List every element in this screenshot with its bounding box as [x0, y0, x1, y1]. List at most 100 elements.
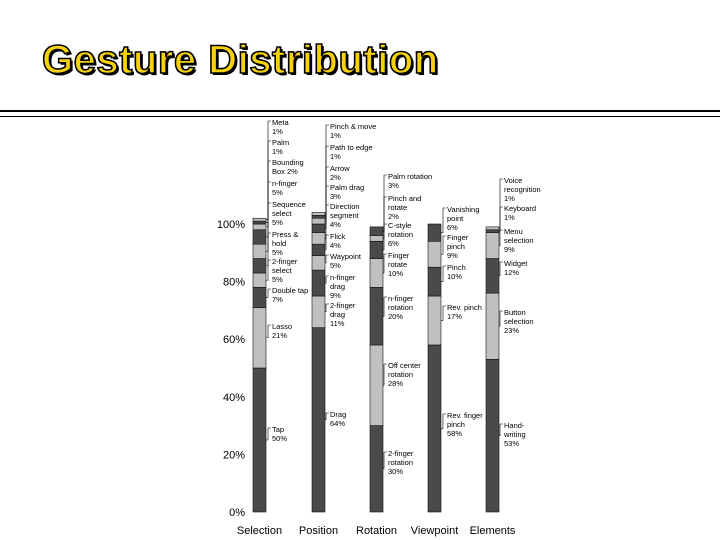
- leader-line-path-to-edge: [325, 145, 329, 218]
- bar-segment-selection-sequence-select: [252, 243, 267, 259]
- bar-segment-selection-double-tap: [252, 287, 267, 308]
- bar-segment-viewpoint-rev-finger-pinch: [427, 344, 442, 513]
- leader-line-n-finger-drag: [325, 275, 329, 284]
- bar-segment-viewpoint-pinch: [427, 266, 442, 297]
- annotation-waypoint: Waypoint 5%: [330, 252, 362, 270]
- bar-segment-rotation-off-center-rotation: [369, 344, 384, 426]
- bar-segment-rotation-finger-rotate: [369, 258, 384, 288]
- y-tick-label: 100%: [217, 219, 245, 231]
- leader-line-2-finger-select: [266, 259, 271, 281]
- bar-segment-selection-2-finger-select: [252, 272, 267, 288]
- bar-segment-elements-voice-recognition: [485, 226, 500, 231]
- annotation-2-finger-rotation: 2-finger rotation 30%: [388, 449, 414, 476]
- annotation-n-finger-drag: n-finger drag 9%: [330, 273, 356, 300]
- annotation-hand-writing: Hand-writing 53%: [503, 421, 526, 448]
- leader-line-sequence-select: [266, 202, 271, 252]
- annotation-2-finger-drag: 2-finger drag 11%: [330, 301, 356, 328]
- leader-line-vanishing-point: [441, 207, 446, 233]
- annotation-double-tap: Double tap 7%: [272, 286, 308, 304]
- x-tick-label-viewpoint: Viewpoint: [411, 525, 459, 537]
- leader-line-direction-segment: [325, 204, 329, 239]
- annotation-meta: Meta 1%: [272, 118, 290, 136]
- annotation-voice-recognition: Voice recognition 1%: [504, 176, 541, 203]
- leader-line-flick: [325, 234, 329, 251]
- annotation-n-finger: n-finger 5%: [272, 179, 298, 197]
- annotation-sequence-select: Sequence select 5%: [272, 200, 306, 227]
- annotation-pinch-move: Pinch & move 1%: [330, 122, 376, 140]
- annotation-off-center-rotation: Off center rotation 28%: [388, 361, 421, 388]
- title-rule: [0, 110, 720, 112]
- title-rule-thin: [0, 116, 720, 117]
- bar-segment-viewpoint-rev-pinch: [427, 295, 442, 346]
- bar-segment-rotation-c-style-rotation: [369, 240, 384, 259]
- x-tick-label-position: Position: [299, 525, 338, 537]
- annotation-arrow: Arrow 2%: [330, 164, 350, 182]
- bar-segment-elements-hand-writing: [485, 359, 500, 513]
- y-tick-label: 20%: [223, 449, 245, 461]
- bar-segment-elements-widget: [485, 258, 500, 294]
- bar-segment-position-waypoint: [311, 255, 326, 271]
- leader-line-press-hold: [266, 232, 271, 267]
- leader-line-lasso: [266, 324, 271, 339]
- annotation-widget: Widget 12%: [504, 259, 528, 277]
- x-tick-label-elements: Elements: [470, 525, 516, 537]
- leader-line-pinch: [441, 265, 446, 282]
- page-title: Gesture Distribution: [41, 37, 439, 83]
- bar-segment-selection-press-hold: [252, 258, 267, 274]
- bar-segment-position-flick: [311, 243, 326, 256]
- leader-line-2-finger-drag: [325, 303, 329, 313]
- leader-line-rev-finger-pinch: [441, 413, 446, 429]
- annotation-palm: Palm 1%: [272, 138, 289, 156]
- annotation-direction-segment: Direction segment 4%: [330, 202, 360, 229]
- x-tick-label-selection: Selection: [237, 525, 282, 537]
- leader-line-double-tap: [266, 288, 271, 298]
- bar-segment-position-arrow: [311, 217, 326, 225]
- bar-segment-viewpoint-finger-pinch: [427, 240, 442, 268]
- bar-segment-position-drag: [311, 327, 326, 513]
- bar-segment-selection-lasso: [252, 307, 267, 369]
- bar-segment-rotation-2-finger-rotation: [369, 425, 384, 513]
- annotation-2-finger-select: 2-finger select 5%: [272, 257, 298, 284]
- bar-segment-rotation-palm-rotation: [369, 226, 384, 236]
- leader-line-pinch-and-rotate: [383, 196, 387, 239]
- y-tick-label: 0%: [229, 507, 245, 519]
- leader-line-finger-pinch: [441, 235, 446, 255]
- bar-segment-viewpoint-vanishing-point: [427, 223, 442, 242]
- bar-segment-selection-meta: [252, 217, 267, 222]
- bar-segment-rotation-pinch-and-rotate: [369, 235, 384, 242]
- bar-segment-rotation-n-finger-rotation: [369, 287, 384, 346]
- y-tick-label: 40%: [223, 392, 245, 404]
- leader-line-palm-rotation: [383, 174, 387, 232]
- annotation-n-finger-rotation: n-finger rotation 20%: [388, 294, 414, 321]
- leader-line-hand-writing: [499, 423, 503, 436]
- annotation-vanishing-point: Vanishing point 6%: [447, 205, 479, 232]
- bar-segment-position-2-finger-drag: [311, 295, 326, 328]
- leader-line-tap: [266, 427, 271, 441]
- bar-segment-selection-bounding-box: [252, 223, 267, 231]
- leader-line-meta: [266, 120, 271, 220]
- annotation-pinch-and-rotate: Pinch and rotate 2%: [388, 194, 421, 221]
- bar-segment-elements-button-selection: [485, 292, 500, 360]
- bar-segment-elements-menu-selection: [485, 232, 500, 259]
- leader-line-arrow: [325, 166, 329, 222]
- annotation-button-selection: Button selection 23%: [504, 308, 534, 335]
- leader-line-drag: [325, 412, 329, 421]
- annotation-keyboard: Keyboard 1%: [504, 204, 536, 222]
- annotation-bounding-box: Bounding Box 2%: [272, 158, 304, 176]
- bar-segment-position-palm-drag: [311, 223, 326, 233]
- leader-line-bounding-box: [266, 160, 271, 228]
- annotation-rev-pinch: Rev. pinch 17%: [447, 303, 482, 321]
- annotation-path-to-edge: Path to edge 1%: [330, 143, 373, 161]
- annotation-finger-pinch: Finger pinch 9%: [447, 233, 469, 260]
- leader-line-n-finger: [266, 181, 271, 238]
- annotation-flick: Flick 4%: [330, 232, 346, 250]
- annotation-lasso: Lasso 21%: [272, 322, 292, 340]
- leader-line-waypoint: [325, 254, 329, 264]
- y-tick-label: 60%: [223, 334, 245, 346]
- bar-segment-position-path-to-edge: [311, 215, 326, 219]
- leader-line-off-center-rotation: [383, 363, 387, 386]
- leader-line-voice-recognition: [499, 178, 503, 229]
- bar-segment-elements-keyboard: [485, 229, 500, 233]
- annotation-menu-selection: Menu selection 9%: [504, 227, 534, 254]
- bar-segment-position-direction-segment: [311, 232, 326, 245]
